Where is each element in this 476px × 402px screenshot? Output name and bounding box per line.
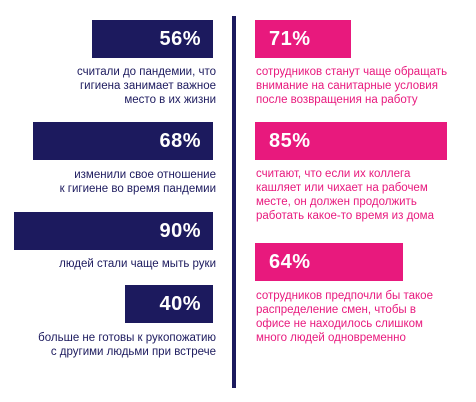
- caption-line: людей стали чаще мыть руки: [59, 258, 216, 270]
- stat-badge-68: 68%: [33, 122, 213, 160]
- stat-caption-90: людей стали чаще мыть руки: [10, 257, 216, 271]
- caption-line: работать какое-то время из дома: [256, 210, 434, 222]
- stat-value: 68%: [159, 129, 201, 152]
- stat-caption-64: сотрудников предпочли бы такое распредел…: [256, 289, 471, 345]
- stat-badge-64: 64%: [255, 243, 403, 281]
- caption-line: считают, что если их коллега: [256, 168, 411, 180]
- caption-line: считали до пандемии, что: [77, 66, 216, 78]
- stat-value: 56%: [159, 27, 201, 50]
- stat-caption-71: сотрудников станут чаще обращать внимани…: [256, 65, 471, 107]
- stat-badge-40: 40%: [125, 285, 213, 323]
- caption-line: много людей одновременно: [256, 332, 406, 344]
- caption-line: сотрудников предпочли бы такое: [256, 290, 433, 302]
- stat-value: 64%: [269, 250, 311, 273]
- stat-value: 40%: [159, 292, 201, 315]
- caption-line: внимание на санитарные условия: [256, 80, 438, 92]
- caption-line: место в их жизни: [124, 94, 216, 106]
- stat-caption-68: изменили свое отношение к гигиене во вре…: [10, 168, 216, 196]
- caption-line: к гигиене во время пандемии: [59, 183, 216, 195]
- caption-line: месте, он должен продолжить: [256, 196, 417, 208]
- stat-value: 71%: [269, 27, 311, 50]
- caption-line: сотрудников станут чаще обращать: [256, 66, 448, 78]
- caption-line: офисе не находилось слишком: [256, 318, 423, 330]
- caption-line: распределение смен, чтобы в: [256, 304, 416, 316]
- stat-caption-40: больше не готовы к рукопожатию с другими…: [10, 331, 216, 359]
- stat-caption-56: считали до пандемии, что гигиена занимае…: [10, 65, 216, 107]
- stat-caption-85: считают, что если их коллега кашляет или…: [256, 167, 471, 223]
- stat-value: 85%: [269, 129, 311, 152]
- stat-badge-56: 56%: [92, 20, 213, 58]
- caption-line: кашляет или чихает на рабочем: [256, 182, 428, 194]
- caption-line: с другими людьми при встрече: [50, 346, 216, 358]
- stat-badge-90: 90%: [14, 212, 213, 250]
- stat-badge-71: 71%: [255, 20, 351, 58]
- caption-line: изменили свое отношение: [74, 169, 216, 181]
- center-divider: [232, 16, 236, 388]
- caption-line: после возвращения на работу: [256, 94, 418, 106]
- stat-badge-85: 85%: [255, 122, 447, 160]
- caption-line: больше не готовы к рукопожатию: [38, 332, 216, 344]
- caption-line: гигиена занимает важное: [79, 80, 216, 92]
- stat-value: 90%: [159, 219, 201, 242]
